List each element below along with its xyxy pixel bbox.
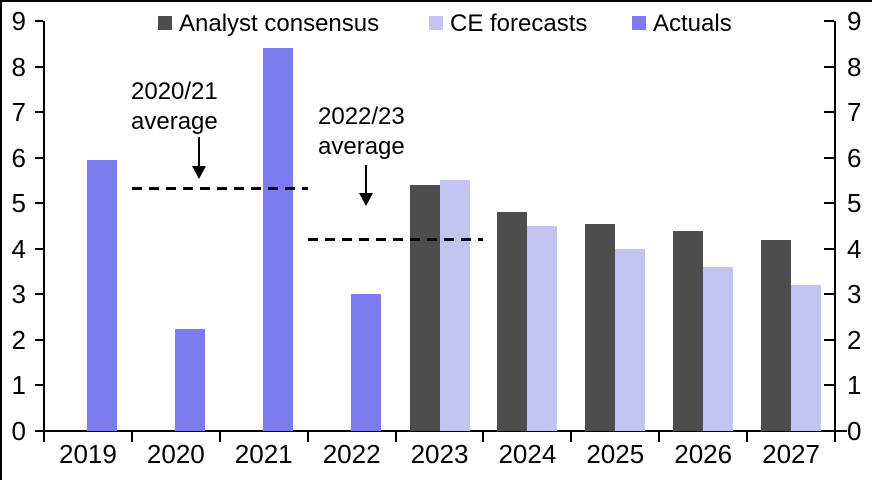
x-tick — [43, 431, 45, 442]
y-axis-label-left: 2 — [11, 324, 26, 355]
y-axis-label-right: 8 — [847, 51, 862, 82]
legend-label: Analyst consensus — [179, 10, 380, 37]
y-axis-label-left: 6 — [11, 142, 26, 173]
y-tick-left — [35, 202, 43, 205]
x-tick — [658, 431, 661, 442]
x-axis — [43, 430, 847, 432]
ce-forecasts-swatch-icon — [429, 16, 443, 30]
x-tick — [306, 431, 309, 442]
y-tick-right — [824, 384, 834, 387]
y-axis-label-right: 2 — [847, 324, 862, 355]
x-axis-label: 2024 — [498, 439, 557, 469]
y-tick-left — [35, 338, 43, 341]
bar-analyst-consensus-2025 — [585, 223, 616, 431]
y-axis-label-left: 9 — [11, 6, 26, 36]
x-tick — [394, 431, 397, 442]
x-axis-label: 2023 — [410, 439, 469, 469]
actuals-swatch-icon — [632, 16, 646, 30]
y-tick-right — [824, 20, 834, 22]
analyst-consensus-swatch-icon — [158, 16, 172, 30]
y-tick-right — [824, 430, 834, 432]
bar-ce-forecasts-2026 — [703, 267, 734, 431]
bar-actuals-2021 — [263, 48, 294, 431]
x-axis-label: 2021 — [234, 439, 293, 469]
y-tick-left — [35, 430, 43, 432]
average-dash-line — [307, 238, 484, 242]
average-dash-line — [131, 186, 308, 190]
y-tick-left — [35, 384, 43, 387]
x-axis-label: 2019 — [59, 439, 117, 469]
y-tick-right — [824, 247, 834, 250]
y-tick-left — [35, 20, 43, 22]
y-axis-left — [43, 21, 45, 442]
y-axis-label-left: 3 — [11, 279, 26, 310]
y-axis-label-left: 7 — [11, 97, 26, 128]
bar-analyst-consensus-2023 — [409, 185, 440, 431]
y-axis-label-right: 9 — [847, 6, 862, 36]
x-axis-label: 2027 — [762, 439, 820, 469]
bar-analyst-consensus-2027 — [761, 239, 792, 431]
y-axis-right — [834, 21, 836, 442]
x-axis-label: 2022 — [322, 439, 381, 469]
down-arrow-icon — [198, 137, 200, 166]
y-tick-left — [35, 156, 43, 159]
legend-item-analyst-consensus: Analyst consensus — [158, 10, 379, 38]
y-tick-right — [824, 293, 834, 296]
bar-ce-forecasts-2023 — [439, 180, 470, 431]
y-axis-label-left: 8 — [11, 51, 26, 82]
y-tick-right — [824, 111, 834, 114]
x-axis-label: 2025 — [586, 439, 645, 469]
x-tick — [746, 431, 749, 442]
annotation-2022-23-average: 2022/23 average — [318, 103, 405, 160]
legend-label: CE forecasts — [450, 10, 588, 37]
bar-actuals-2020 — [175, 328, 206, 431]
down-arrow-icon — [192, 166, 206, 179]
y-axis-label-right: 4 — [847, 233, 862, 264]
x-tick — [218, 431, 221, 442]
x-tick — [834, 431, 836, 442]
x-tick — [570, 431, 573, 442]
annotation-2020-21-average: 2020/21 average — [131, 78, 218, 135]
y-axis-label-left: 0 — [11, 416, 26, 446]
y-axis-label-right: 6 — [847, 142, 862, 173]
y-tick-right — [824, 338, 834, 341]
bar-actuals-2022 — [351, 294, 382, 431]
y-axis-label-left: 5 — [11, 188, 26, 219]
y-tick-right — [824, 156, 834, 159]
y-axis-label-right: 0 — [847, 416, 862, 446]
y-axis-label-left: 1 — [11, 370, 26, 401]
y-axis-label-right: 1 — [847, 370, 862, 401]
bar-actuals-2019 — [87, 159, 118, 431]
legend-item-ce-forecasts: CE forecasts — [429, 10, 587, 38]
y-axis-label-right: 3 — [847, 279, 862, 310]
y-tick-right — [824, 202, 834, 205]
y-tick-left — [35, 65, 43, 68]
bar-analyst-consensus-2024 — [497, 212, 528, 431]
x-tick — [482, 431, 485, 442]
legend-label: Actuals — [653, 10, 732, 37]
bar-ce-forecasts-2025 — [615, 248, 646, 431]
x-axis-label: 2026 — [674, 439, 733, 469]
y-tick-right — [824, 65, 834, 68]
y-axis-label-left: 4 — [11, 233, 26, 264]
bar-analyst-consensus-2026 — [673, 230, 704, 431]
legend-item-actuals: Actuals — [632, 10, 732, 38]
down-arrow-icon — [359, 193, 373, 206]
down-arrow-icon — [365, 165, 367, 193]
bar-ce-forecasts-2024 — [527, 226, 558, 431]
bar-ce-forecasts-2027 — [791, 285, 822, 431]
y-tick-left — [35, 111, 43, 114]
x-axis-label: 2020 — [146, 439, 205, 469]
x-tick — [130, 431, 133, 442]
y-tick-left — [35, 293, 43, 296]
y-tick-left — [35, 247, 43, 250]
y-axis-label-right: 5 — [847, 188, 862, 219]
y-axis-label-right: 7 — [847, 97, 862, 128]
